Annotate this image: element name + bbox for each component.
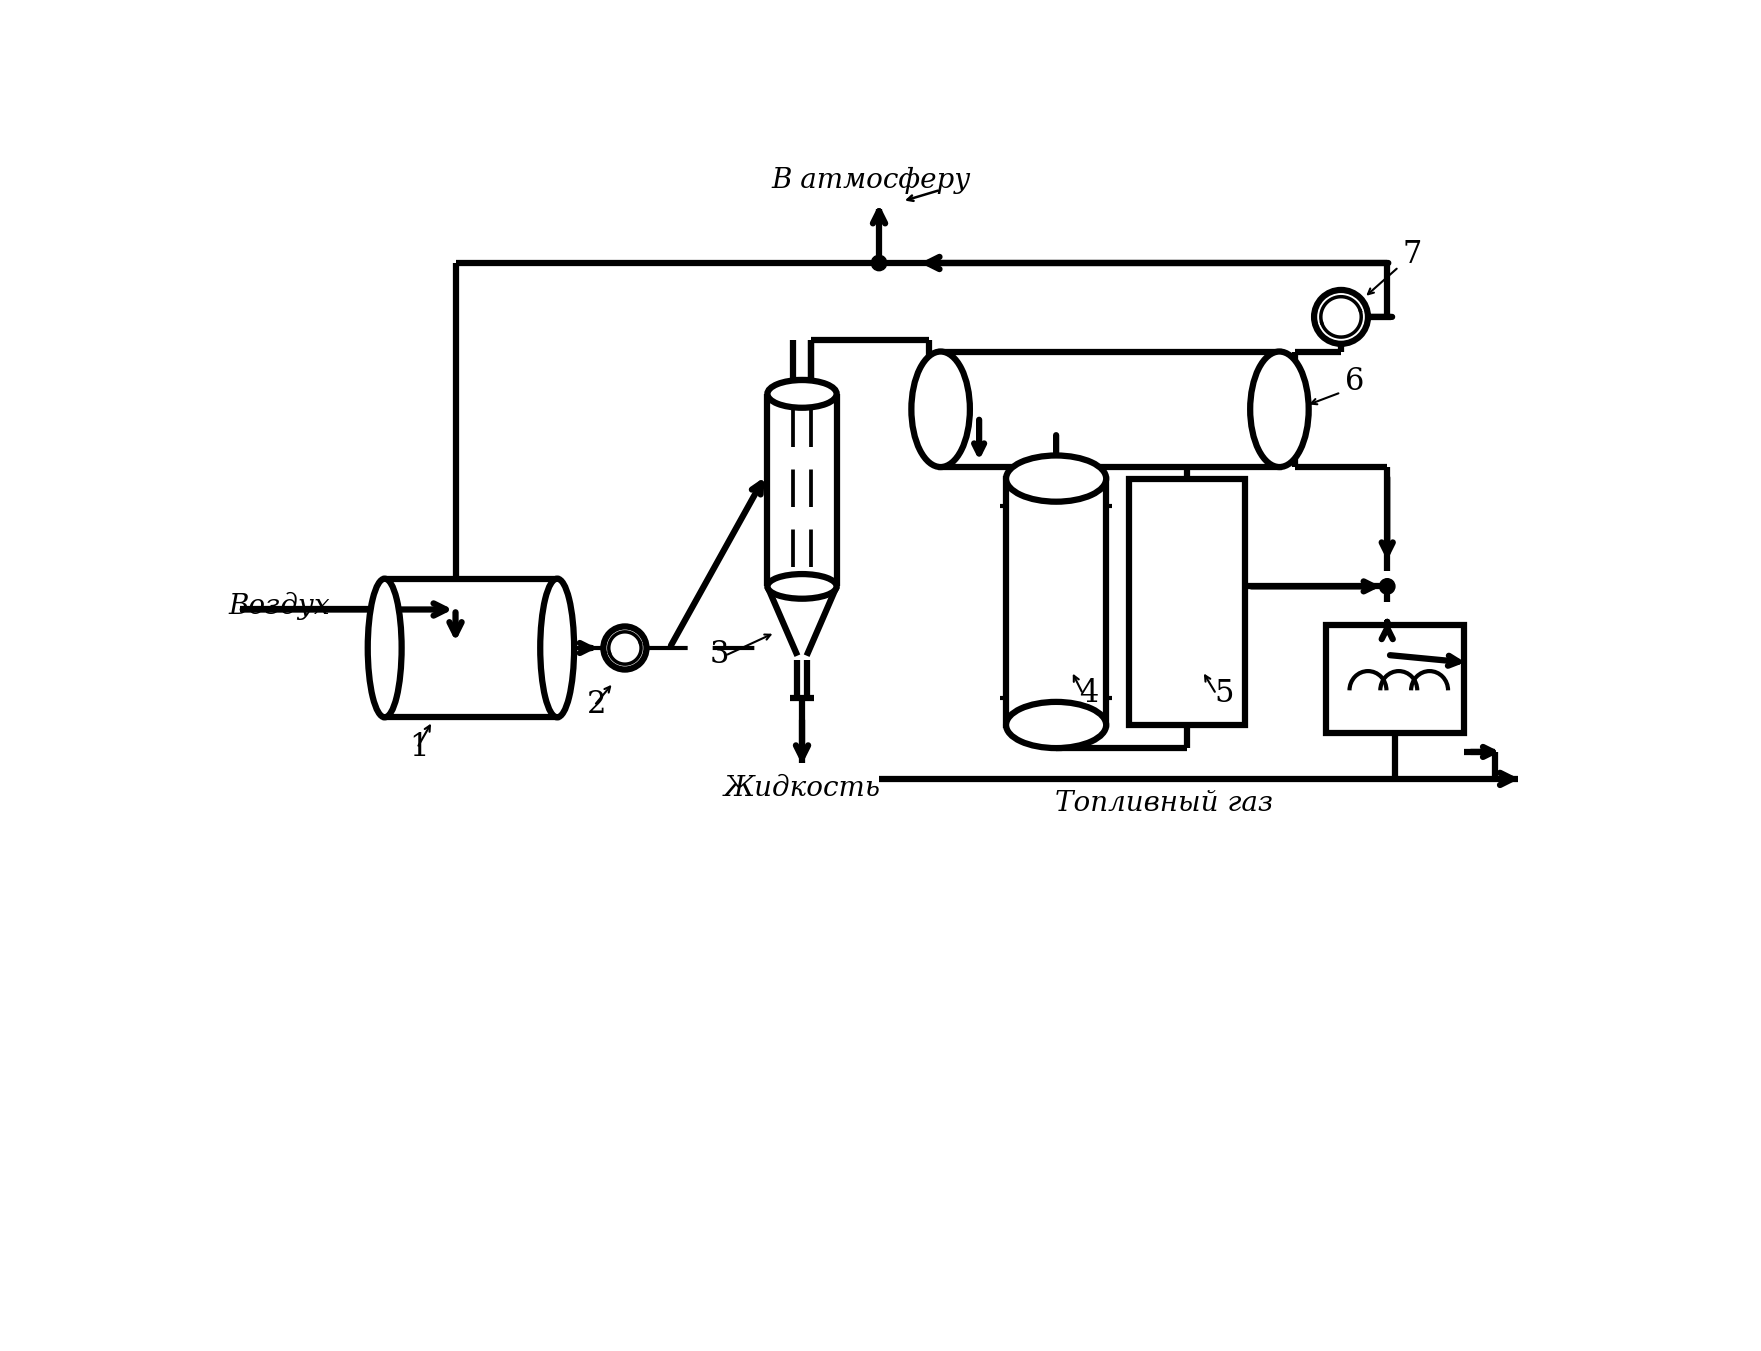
Text: В атмосферу: В атмосферу bbox=[771, 166, 970, 193]
Bar bbox=[1006, 478, 1106, 725]
Text: Топливный газ: Топливный газ bbox=[1055, 790, 1273, 817]
Ellipse shape bbox=[1250, 351, 1308, 467]
Bar bbox=[940, 351, 1280, 467]
Circle shape bbox=[1314, 290, 1368, 345]
Ellipse shape bbox=[1006, 703, 1106, 748]
Text: 4: 4 bbox=[1079, 678, 1099, 709]
Circle shape bbox=[604, 627, 646, 670]
Circle shape bbox=[872, 255, 888, 270]
Text: 5: 5 bbox=[1213, 678, 1233, 709]
Ellipse shape bbox=[768, 574, 836, 598]
Bar bbox=[384, 578, 556, 717]
Circle shape bbox=[1379, 578, 1395, 594]
Text: 1: 1 bbox=[409, 732, 430, 763]
Text: 2: 2 bbox=[586, 689, 606, 720]
Text: 3: 3 bbox=[710, 639, 729, 670]
Ellipse shape bbox=[1006, 455, 1106, 501]
Bar bbox=[1129, 478, 1245, 725]
Text: 6: 6 bbox=[1345, 366, 1365, 397]
Text: 7: 7 bbox=[1402, 239, 1421, 270]
Bar bbox=[1326, 626, 1463, 732]
Ellipse shape bbox=[912, 351, 970, 467]
Ellipse shape bbox=[368, 578, 402, 717]
Text: Жидкость: Жидкость bbox=[724, 775, 880, 802]
Ellipse shape bbox=[541, 578, 574, 717]
Text: Воздух: Воздух bbox=[229, 592, 329, 620]
Ellipse shape bbox=[768, 380, 836, 408]
